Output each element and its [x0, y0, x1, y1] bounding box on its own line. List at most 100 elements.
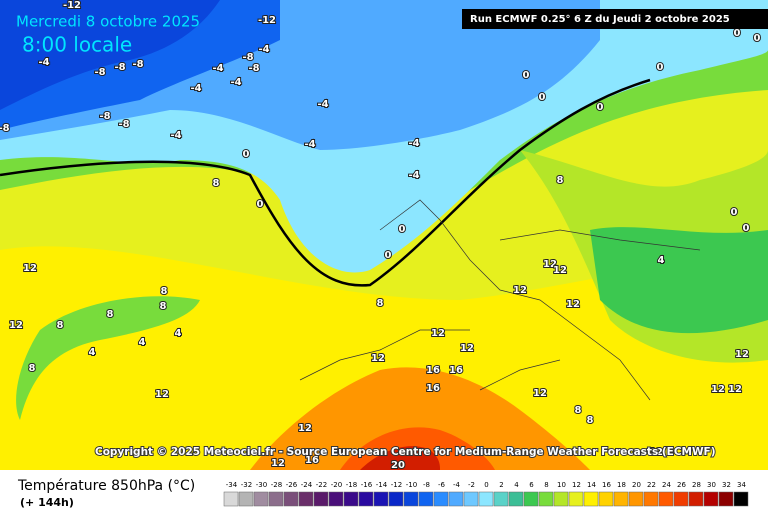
- scale-tick-label: 30: [707, 481, 716, 489]
- scale-tick-label: -18: [346, 481, 357, 489]
- contour-label: 16: [426, 383, 440, 394]
- scale-tick-label: 32: [722, 481, 731, 489]
- scale-swatch: [688, 491, 704, 507]
- contour-label: 0: [597, 102, 604, 113]
- scale-tick-label: -12: [391, 481, 402, 489]
- contour-label: -4: [317, 99, 328, 110]
- scale-swatch: [643, 491, 659, 507]
- scale-tick-label: -8: [423, 481, 430, 489]
- scale-tick-label: 24: [662, 481, 671, 489]
- scale-tick-label: 16: [602, 481, 611, 489]
- scale-swatch: [733, 491, 749, 507]
- contour-label: 8: [587, 415, 594, 426]
- contour-label: -4: [408, 170, 419, 181]
- scale-swatch: [283, 491, 299, 507]
- contour-label: 4: [658, 255, 665, 266]
- scale-swatch: [463, 491, 479, 507]
- contour-label: 0: [257, 199, 264, 210]
- scale-swatch: [433, 491, 449, 507]
- contour-label: 8: [161, 286, 168, 297]
- contour-label: 12: [371, 353, 385, 364]
- contour-label: 20: [391, 460, 405, 471]
- scale-tick-label: 10: [557, 481, 566, 489]
- color-scale: -34 -32 -30 -28 -26 -24 -22 -20 -18 -16 -14 -12 -10-…: [223, 481, 749, 507]
- scale-swatch: [403, 491, 419, 507]
- contour-label: -4: [230, 77, 241, 88]
- scale-swatch: [673, 491, 689, 507]
- contour-label: 12: [711, 384, 725, 395]
- contour-label: 8: [213, 178, 220, 189]
- scale-swatch: [388, 491, 404, 507]
- contour-label: -4: [304, 139, 315, 150]
- scale-swatch: [313, 491, 329, 507]
- contour-label: -4: [258, 44, 269, 55]
- scale-swatch: [613, 491, 629, 507]
- contour-label: 12: [553, 265, 567, 276]
- contour-label: -12: [258, 15, 276, 26]
- scale-tick-label: 34: [737, 481, 746, 489]
- contour-label: -4: [170, 130, 181, 141]
- contour-label: 8: [107, 309, 114, 320]
- lead-time: (+ 144h): [20, 496, 74, 509]
- scale-swatch: [358, 491, 374, 507]
- scale-tick-label: 18: [617, 481, 626, 489]
- scale-swatch: [373, 491, 389, 507]
- contour-label: -8: [0, 123, 10, 134]
- scale-tick-label: -20: [331, 481, 342, 489]
- scale-tick-label: 14: [587, 481, 596, 489]
- contour-label: 12: [23, 263, 37, 274]
- contour-label: 12: [298, 423, 312, 434]
- contour-label: 12: [728, 384, 742, 395]
- scale-tick-label: -24: [301, 481, 313, 489]
- scale-tick-label: -22: [316, 481, 327, 489]
- contour-label: 8: [377, 298, 384, 309]
- scale-tick-label: 0: [484, 481, 488, 489]
- scale-swatch: [448, 491, 464, 507]
- scale-tick-label: 22: [647, 481, 656, 489]
- contour-label: 12: [543, 259, 557, 270]
- contour-label: -8: [114, 62, 125, 73]
- contour-label: 4: [175, 328, 182, 339]
- scale-tick-label: -32: [241, 481, 252, 489]
- scale-swatch: [328, 491, 344, 507]
- contour-label: -8: [132, 59, 143, 70]
- contour-label: 8: [29, 363, 36, 374]
- scale-tick-label: 4: [514, 481, 519, 489]
- scale-tick-label: -30: [256, 481, 267, 489]
- run-info: Run ECMWF 0.25° 6 Z du Jeudi 2 octobre 2…: [470, 14, 730, 25]
- contour-label: 12: [649, 447, 663, 458]
- scale-swatch: [568, 491, 584, 507]
- scale-swatch: [598, 491, 614, 507]
- contour-label: 0: [754, 33, 761, 44]
- contour-label: 8: [160, 301, 167, 312]
- scale-swatch: [238, 491, 254, 507]
- contour-label: -4: [38, 57, 49, 68]
- contour-label: 4: [139, 337, 146, 348]
- contour-label: -4: [212, 63, 223, 74]
- contour-label: 16: [449, 365, 463, 376]
- contour-label: 0: [731, 207, 738, 218]
- forecast-time: 8:00 locale: [22, 33, 132, 57]
- contour-label: 12: [155, 389, 169, 400]
- scale-swatch: [628, 491, 644, 507]
- scale-tick-label: -2: [468, 481, 475, 489]
- scale-swatch: [523, 491, 539, 507]
- contour-label: -12: [63, 0, 81, 11]
- contour-label: 12: [566, 299, 580, 310]
- scale-tick-label: -16: [361, 481, 373, 489]
- contour-label: 0: [743, 223, 750, 234]
- contour-label: -4: [408, 138, 419, 149]
- scale-tick-label: -6: [438, 481, 446, 489]
- contour-label: 0: [657, 62, 664, 73]
- contour-label: 16: [305, 455, 319, 466]
- scale-tick-label: 12: [572, 481, 581, 489]
- scale-tick-label: 2: [499, 481, 503, 489]
- contour-label: 0: [539, 92, 546, 103]
- contour-label: -8: [99, 111, 110, 122]
- contour-label: 8: [57, 320, 64, 331]
- contour-label: 0: [399, 224, 406, 235]
- scale-tick-label: -4: [453, 481, 461, 489]
- contour-label: 16: [426, 365, 440, 376]
- scale-swatch: [553, 491, 569, 507]
